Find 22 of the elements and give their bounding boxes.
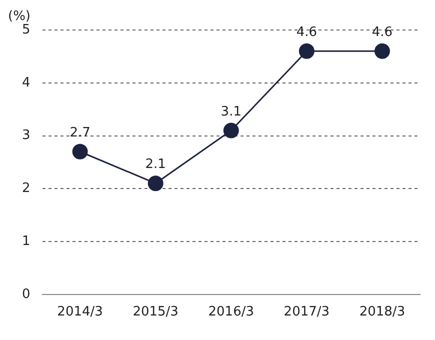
point: [148, 176, 164, 192]
data-label: 4.6: [372, 25, 393, 40]
point: [223, 122, 239, 138]
y-tick-label: 1: [22, 234, 30, 249]
y-tick-label: 0: [22, 286, 30, 302]
point: [374, 43, 390, 59]
x-tick-label: 2018/3: [359, 304, 406, 320]
data-label: 2.7: [70, 126, 90, 140]
point: [72, 144, 88, 160]
data-label: 4.6: [296, 25, 318, 40]
point: [298, 43, 314, 59]
y-tick-label: 4: [22, 75, 30, 90]
data-label: 2.1: [145, 157, 166, 172]
data-label: 3.1: [220, 104, 242, 120]
y-tick-label: 3: [22, 128, 30, 144]
y-axis-title: (%): [8, 8, 30, 24]
y-tick-label: 2: [22, 181, 30, 196]
x-tick-label: 2014/3: [57, 304, 103, 320]
x-tick-label: 2015/3: [132, 304, 178, 320]
y-tick-label: 5: [22, 22, 30, 38]
x-tick-label: 2016/3: [208, 304, 254, 320]
x-tick-label: 2017/3: [284, 304, 330, 320]
